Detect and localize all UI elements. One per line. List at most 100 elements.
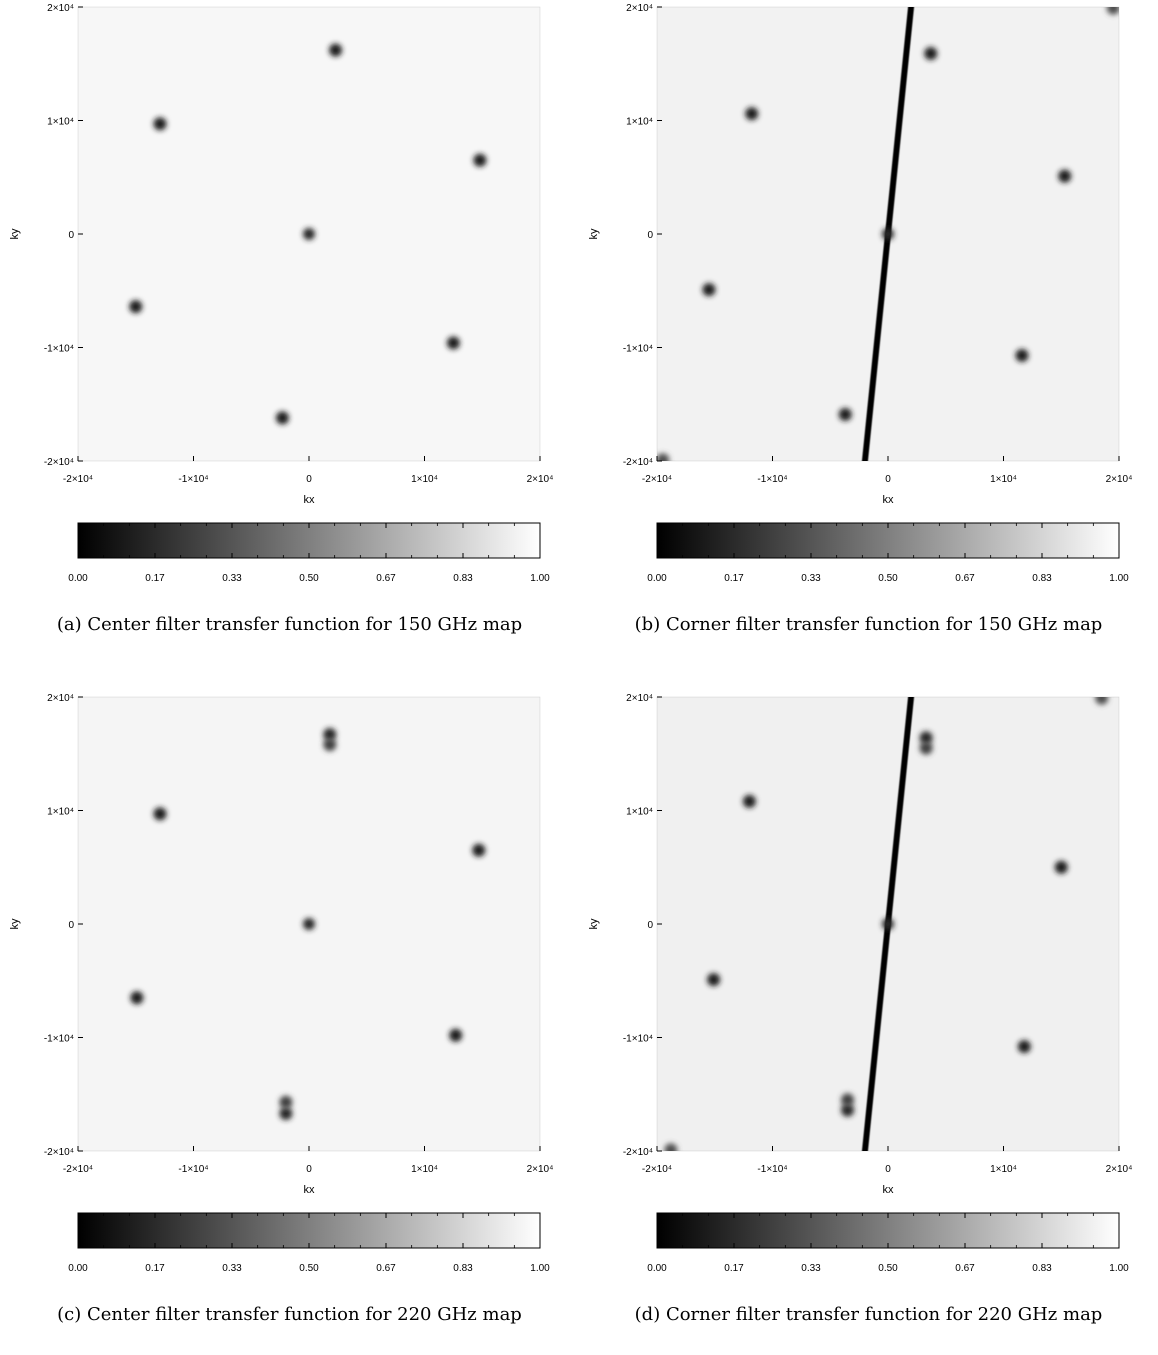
colorbar-tick-label: 0.33 <box>222 573 242 584</box>
notch-point <box>1106 7 1119 15</box>
colorbar-tick-label: 0.83 <box>1032 573 1052 584</box>
x-tick-label: -2×10⁴ <box>642 1164 672 1175</box>
plot-area <box>78 7 540 461</box>
panel-c: -2×10⁴ -1×10⁴ 0 1×10⁴ 2×10⁴ 2×10⁴ 1×10⁴ 0 -1×10⁴… <box>0 690 579 1355</box>
y-tick-label: -2×10⁴ <box>623 1147 653 1158</box>
x-axis-title: kx <box>883 1184 895 1196</box>
notch-point <box>742 794 756 808</box>
plot-area <box>657 7 1119 461</box>
notch-point <box>153 117 167 131</box>
colorbar-tick-label: 0.00 <box>68 1263 88 1274</box>
y-tick-label: -1×10⁴ <box>623 344 653 355</box>
colorbar-tick-label: 0.67 <box>955 573 975 584</box>
figure-caption: (a) Center filter transfer function for … <box>56 614 523 635</box>
y-tick-label: 0 <box>68 920 74 931</box>
notch-point <box>1054 860 1068 874</box>
y-tick-label: 1×10⁴ <box>626 807 653 818</box>
y-axis-title: ky <box>588 918 600 930</box>
x-tick-label: -2×10⁴ <box>63 1164 93 1175</box>
heatmap-plot: -2×10⁴ -1×10⁴ 0 1×10⁴ 2×10⁴ 2×10⁴ 1×10⁴ 0 -1×10⁴… <box>9 3 554 584</box>
x-axis-title: kx <box>304 1184 316 1196</box>
notch-point <box>657 453 670 461</box>
notch-point <box>1017 1040 1031 1054</box>
y-tick-label: -2×10⁴ <box>623 457 653 468</box>
notch-point <box>1095 697 1109 705</box>
colorbar-tick-label: 0.67 <box>955 1263 975 1274</box>
panel-b: -2×10⁴ -1×10⁴ 0 1×10⁴ 2×10⁴ 2×10⁴ 1×10⁴ 0 -1×10⁴… <box>579 0 1158 665</box>
y-tick-label: 0 <box>647 920 653 931</box>
notch-point <box>702 283 716 297</box>
colorbar <box>656 1212 1120 1249</box>
colorbar <box>77 1212 541 1249</box>
y-tick-label: -1×10⁴ <box>623 1034 653 1045</box>
notch-point <box>323 738 337 752</box>
x-tick-label: -2×10⁴ <box>642 474 672 485</box>
colorbar <box>656 522 1120 559</box>
colorbar-tick-label: 0.00 <box>68 573 88 584</box>
notch-point <box>838 407 852 421</box>
x-tick-label: -1×10⁴ <box>757 1164 787 1175</box>
origin-notch <box>882 918 894 930</box>
x-tick-label: 2×10⁴ <box>527 474 554 485</box>
notch-point <box>664 1143 678 1151</box>
colorbar-tick-label: 0.83 <box>1032 1263 1052 1274</box>
colorbar-tick-label: 0.17 <box>145 1263 165 1274</box>
notch-point <box>1058 169 1072 183</box>
notch-point <box>841 1103 855 1117</box>
colorbar-tick-label: 0.83 <box>453 1263 473 1274</box>
colorbar-tick-label: 0.67 <box>376 573 396 584</box>
colorbar-tick-label: 1.00 <box>1109 573 1129 584</box>
colorbar-tick-label: 0.33 <box>222 1263 242 1274</box>
colorbar-tick-label: 0.17 <box>724 1263 744 1274</box>
x-tick-label: -2×10⁴ <box>63 474 93 485</box>
y-axis-title: ky <box>9 228 21 240</box>
notch-point <box>329 43 343 57</box>
x-tick-label: 0 <box>306 474 312 485</box>
figure-caption: (c) Center filter transfer function for … <box>57 1304 522 1325</box>
notch-point <box>919 741 933 755</box>
notch-point <box>1015 348 1029 362</box>
x-tick-label: 0 <box>306 1164 312 1175</box>
colorbar-tick-label: 0.67 <box>376 1263 396 1274</box>
colorbar-tick-label: 0.00 <box>647 573 667 584</box>
figure-caption: (b) Corner filter transfer function for … <box>634 614 1103 635</box>
colorbar-tick-label: 0.33 <box>801 573 821 584</box>
x-axis-title: kx <box>304 494 316 506</box>
x-tick-label: -1×10⁴ <box>178 474 208 485</box>
notch-point <box>129 300 143 314</box>
origin-notch <box>882 228 894 240</box>
heatmap-plot: -2×10⁴ -1×10⁴ 0 1×10⁴ 2×10⁴ 2×10⁴ 1×10⁴ 0 -1×10⁴… <box>588 3 1132 584</box>
y-tick-label: 1×10⁴ <box>47 117 74 128</box>
colorbar-tick-label: 1.00 <box>530 1263 550 1274</box>
y-tick-label: 1×10⁴ <box>626 117 653 128</box>
x-tick-label: -1×10⁴ <box>178 1164 208 1175</box>
notch-point <box>924 47 938 61</box>
colorbar-tick-label: 1.00 <box>530 573 550 584</box>
colorbar-tick-label: 0.50 <box>878 573 898 584</box>
x-tick-label: 0 <box>885 474 891 485</box>
colorbar-tick-label: 1.00 <box>1109 1263 1129 1274</box>
notch-point <box>279 1107 293 1121</box>
notch-point <box>745 107 759 121</box>
notch-point <box>841 1093 855 1107</box>
origin-notch <box>303 228 315 240</box>
y-axis-title: ky <box>588 228 600 240</box>
y-tick-label: 2×10⁴ <box>626 693 653 704</box>
y-tick-label: 0 <box>647 230 653 241</box>
notch-point <box>707 973 721 987</box>
x-tick-label: -1×10⁴ <box>757 474 787 485</box>
y-tick-label: -1×10⁴ <box>44 344 74 355</box>
x-tick-label: 2×10⁴ <box>1106 1164 1133 1175</box>
notch-point <box>275 411 289 425</box>
origin-notch <box>303 918 315 930</box>
x-tick-label: 1×10⁴ <box>990 1164 1017 1175</box>
x-axis-title: kx <box>883 494 895 506</box>
colorbar-tick-label: 0.17 <box>145 573 165 584</box>
x-tick-label: 2×10⁴ <box>527 1164 554 1175</box>
y-tick-label: 1×10⁴ <box>47 807 74 818</box>
colorbar-tick-label: 0.83 <box>453 573 473 584</box>
notch-point <box>449 1028 463 1042</box>
colorbar-tick-label: 0.50 <box>878 1263 898 1274</box>
plot-area <box>657 697 1119 1151</box>
notch-point <box>323 727 337 741</box>
